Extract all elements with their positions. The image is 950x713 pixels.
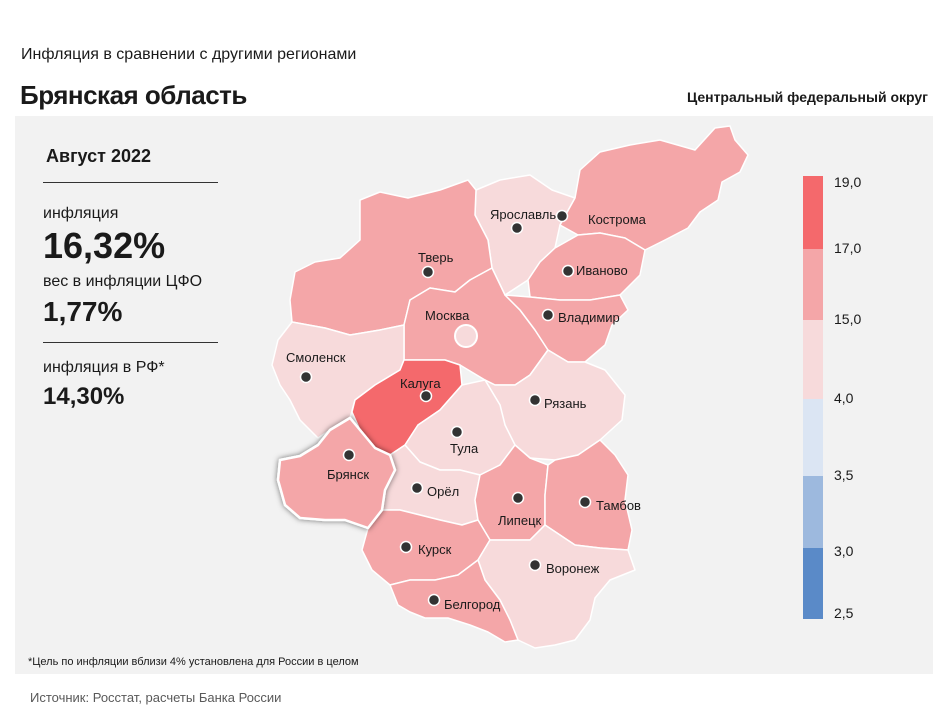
weight-label: вес в инфляции ЦФО [43,273,203,290]
legend-swatch [803,548,823,619]
divider [43,342,218,343]
footnote: *Цель по инфляции вблизи 4% установлена … [28,656,359,668]
rf-inflation-value: 14,30% [43,383,125,410]
inflation-label: инфляция [43,205,119,222]
source-note: Источник: Росстат, расчеты Банка России [30,690,282,705]
region-Брянск[interactable] [276,416,397,530]
legend-swatch [803,320,823,399]
legend-swatch [803,176,823,249]
rf-inflation-label: инфляция в РФ* [43,359,165,376]
city-label: Белгород [444,597,501,612]
city-marker [528,393,542,407]
region-Белгород[interactable] [389,559,519,643]
city-label: Ярославль [490,207,556,222]
city-label: Смоленск [286,350,346,365]
legend-tick-label: 3,0 [834,543,854,559]
district-label: Центральный федеральный округ [686,89,928,105]
city-label: Орёл [427,484,459,499]
legend-swatch [803,399,823,476]
city-marker [578,495,592,509]
city-marker [511,491,525,505]
city-marker [528,558,542,572]
city-label: Курск [418,542,452,557]
stats-block: Август 2022 инфляция 16,32% вес в инфляц… [43,146,218,411]
period-label: Август 2022 [46,146,151,166]
city-label: Кострома [588,212,647,227]
city-label: Липецк [498,513,542,528]
city-label: Воронеж [546,561,600,576]
legend-swatch [803,476,823,548]
legend-tick-label: 4,0 [834,390,854,406]
city-label: Калуга [400,376,441,391]
city-marker [561,264,575,278]
city-marker [454,324,478,348]
inflation-value: 16,32% [43,225,166,266]
legend-tick-label: 3,5 [834,467,854,483]
city-marker [419,389,433,403]
city-marker [421,265,435,279]
city-marker [410,481,424,495]
city-marker [427,593,441,607]
region-Кострома[interactable] [559,125,749,251]
weight-value: 1,77% [43,296,123,327]
city-marker [299,370,313,384]
city-label: Москва [425,308,470,323]
region-Владимир[interactable] [504,294,629,363]
city-marker [541,308,555,322]
city-label: Тверь [418,250,454,265]
legend-swatch [803,249,823,320]
subtitle: Инфляция в сравнении с другими регионами [21,46,357,63]
city-label: Брянск [327,467,369,482]
city-label: Тамбов [596,498,641,513]
city-marker [510,221,524,235]
legend-tick-label: 19,0 [834,174,862,190]
city-marker [555,209,569,223]
city-label: Рязань [544,396,587,411]
city-label: Владимир [558,310,620,325]
legend-tick-label: 2,5 [834,605,854,621]
legend-tick-label: 17,0 [834,240,862,256]
city-label: Иваново [576,263,628,278]
city-marker [342,448,356,462]
city-marker [399,540,413,554]
divider [43,182,218,183]
legend-tick-label: 15,0 [834,311,862,327]
city-marker [450,425,464,439]
city-label: Тула [450,441,479,456]
page-title: Брянская область [20,80,247,110]
